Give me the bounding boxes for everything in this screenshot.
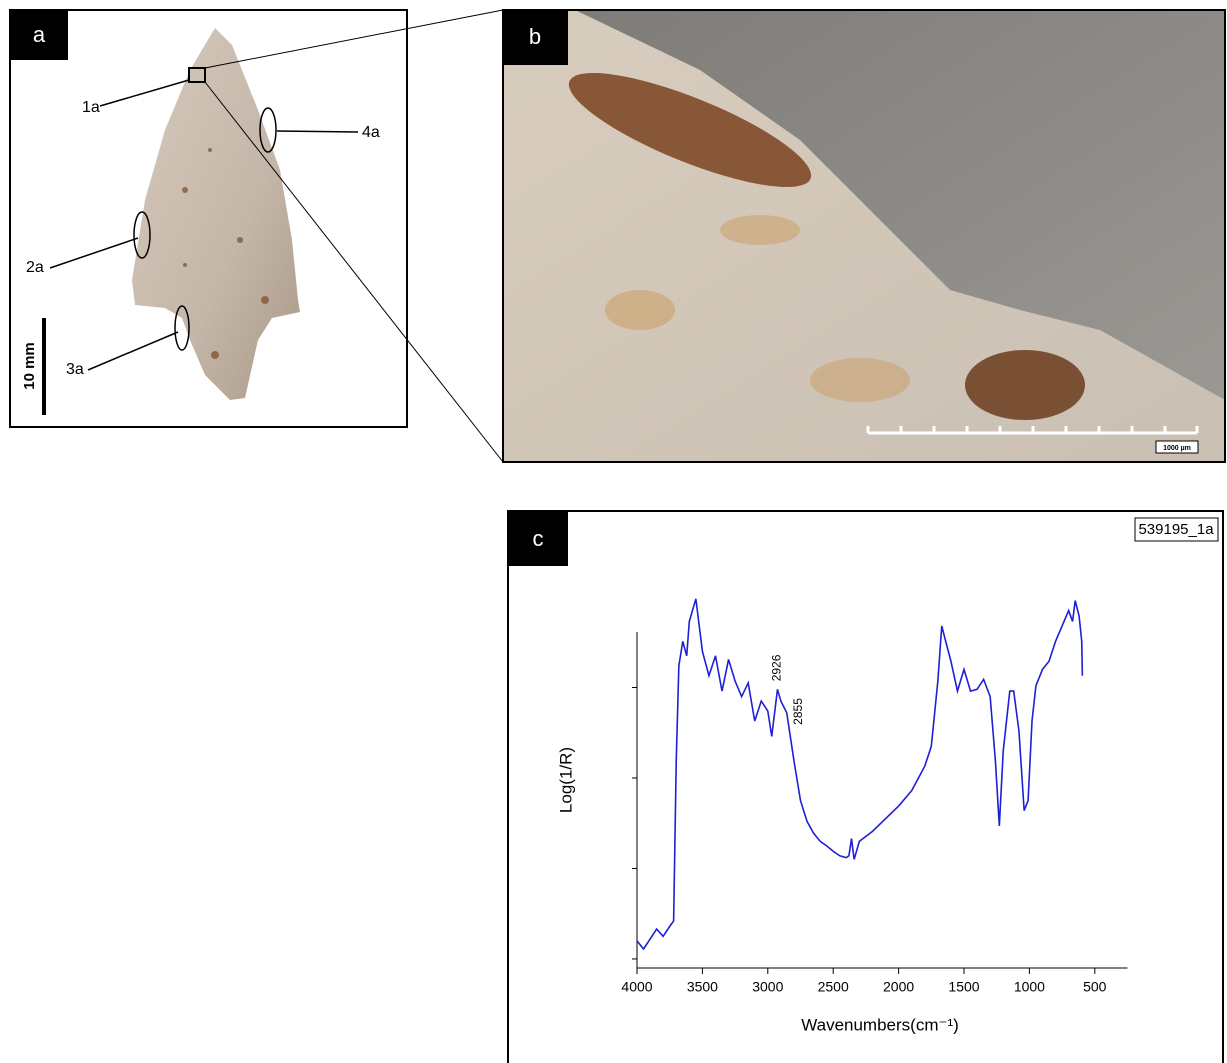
x-tick-label: 2500	[818, 979, 849, 995]
x-tick-label: 3000	[752, 979, 783, 995]
peak-annotation: 2926	[770, 654, 784, 681]
chart-title: 539195_1a	[1138, 521, 1214, 538]
callout: 3a	[66, 361, 84, 378]
x-tick-label: 2000	[883, 979, 914, 995]
x-axis-label: Wavenumbers(cm⁻¹)	[801, 1015, 959, 1034]
figure: 1a 2a 3a 4a 10 mm a 1000 µm b	[0, 0, 1227, 1063]
callout: 4a	[362, 124, 380, 141]
panel-label: c	[533, 526, 544, 551]
panel-b: 1000 µm b	[503, 10, 1225, 462]
x-tick-label: 4000	[621, 979, 652, 995]
callout: 1a	[82, 99, 100, 116]
scale-label: 10 mm	[21, 342, 38, 390]
peak-annotation: 2855	[791, 698, 805, 725]
panel-label: b	[529, 24, 541, 49]
panel-label: a	[33, 22, 46, 47]
panel-a: 1a 2a 3a 4a 10 mm a	[10, 10, 407, 427]
callout: 2a	[26, 259, 44, 276]
panel-frame	[508, 511, 1223, 1063]
x-tick-label: 500	[1083, 979, 1107, 995]
scale-label: 1000 µm	[1163, 445, 1191, 452]
x-tick-label: 1000	[1014, 979, 1045, 995]
y-axis-label: Log(1/R)	[556, 747, 575, 813]
panel-c: c 539195_1a Log(1/R) Wavenumbers(cm⁻¹) 4…	[508, 511, 1223, 1063]
x-tick-label: 3500	[687, 979, 718, 995]
x-tick-label: 1500	[948, 979, 979, 995]
